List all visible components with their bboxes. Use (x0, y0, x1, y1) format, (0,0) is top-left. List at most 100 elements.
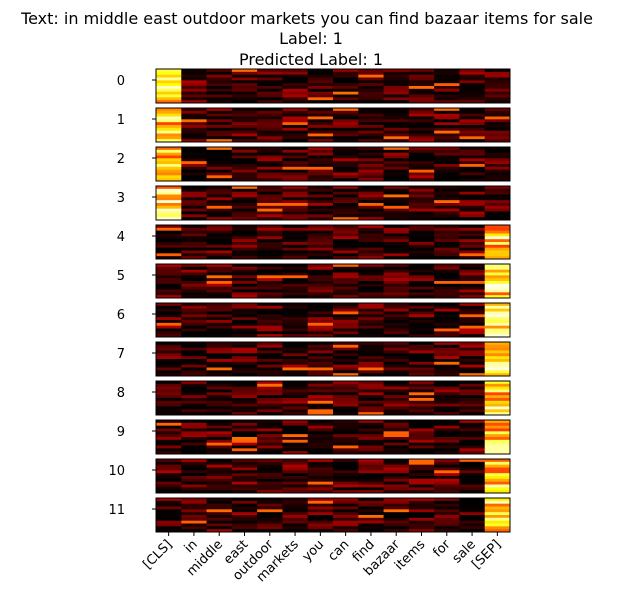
cell-layer-0-head-2-[CLS] (156, 74, 182, 78)
layer-panel-3: 3 (117, 185, 511, 221)
cell-layer-11-head-4-outdoor (257, 509, 283, 513)
cell-layer-8-head-8-sale (459, 403, 486, 407)
cell-layer-0-head-9-markets (282, 94, 309, 98)
cell-layer-10-head-7-[CLS] (156, 478, 182, 483)
cell-layer-4-head-2-markets (282, 230, 309, 234)
cell-layer-1-head-5-in (181, 122, 207, 126)
cell-layer-1-head-9-find (358, 133, 384, 137)
cell-layer-9-head-7-east (231, 439, 258, 444)
cell-layer-2-head-10-markets (282, 175, 309, 179)
cell-layer-8-head-3-can (333, 389, 359, 393)
cell-layer-2-head-0-east (231, 147, 258, 151)
cell-layer-9-head-9-can (333, 445, 359, 449)
cell-layer-7-head-7-[SEP] (484, 361, 511, 366)
cell-layer-0-head-10-in (181, 97, 207, 101)
cell-layer-9-head-6-in (181, 437, 207, 441)
cell-layer-4-head-8-outdoor (257, 247, 283, 251)
cell-layer-1-head-10-middle (206, 136, 233, 140)
cell-layer-8-head-6-[CLS] (156, 398, 182, 402)
cell-layer-2-head-8-markets (282, 169, 309, 173)
cell-layer-5-head-11-sale (459, 295, 486, 299)
cell-layer-8-head-6-bazaar (383, 398, 410, 402)
cell-layer-3-head-1-you (307, 188, 334, 193)
cell-layer-1-head-8-[CLS] (156, 130, 182, 134)
cell-layer-1-head-1-find (358, 110, 384, 115)
cell-layer-1-head-7-sale (459, 127, 486, 132)
cell-layer-10-head-11-can (333, 490, 359, 494)
cell-layer-8-head-1-middle (206, 383, 233, 388)
cell-layer-1-head-5-items (408, 122, 435, 126)
cell-layer-6-head-2-find (358, 308, 384, 312)
cell-layer-6-head-7-for (434, 322, 460, 327)
cell-layer-9-head-1-can (333, 422, 359, 427)
cell-layer-2-head-3-[CLS] (156, 155, 182, 159)
cell-layer-11-head-6-middle (206, 515, 233, 519)
cell-layer-5-head-6-bazaar (383, 281, 410, 285)
cell-layer-2-head-2-bazaar (383, 152, 410, 156)
cell-layer-4-head-5-for (434, 239, 460, 243)
cell-layer-6-head-11-sale (459, 334, 486, 338)
cell-layer-1-head-2-you (307, 113, 334, 117)
cell-layer-8-head-0-sale (459, 381, 486, 385)
cell-layer-9-head-1-east (231, 422, 258, 427)
cell-layer-3-head-0-middle (206, 186, 233, 190)
cell-layer-1-head-11-sale (459, 139, 486, 143)
cell-layer-3-head-10-[CLS] (156, 214, 182, 218)
cell-layer-4-head-8-you (307, 247, 334, 251)
cell-layer-8-head-10-you (307, 409, 334, 413)
cell-layer-11-head-8-you (307, 520, 334, 524)
cell-layer-3-head-1-[SEP] (484, 188, 511, 193)
cell-layer-11-head-9-[CLS] (156, 523, 182, 527)
cell-layer-2-head-7-east (231, 166, 258, 171)
cell-layer-10-head-8-[SEP] (484, 481, 511, 485)
cell-layer-5-head-6-for (434, 281, 460, 285)
cell-layer-2-head-9-for (434, 172, 460, 176)
cell-layer-0-head-8-markets (282, 91, 309, 95)
cell-layer-0-head-0-in (181, 69, 207, 73)
cell-layer-10-head-1-can (333, 461, 359, 466)
cell-layer-1-head-11-can (333, 139, 359, 143)
cell-layer-2-head-1-items (408, 149, 435, 154)
cell-layer-11-head-11-can (333, 529, 359, 533)
cell-layer-10-head-1-[SEP] (484, 461, 511, 466)
cell-layer-1-head-8-outdoor (257, 130, 283, 134)
cell-layer-1-head-9-sale (459, 133, 486, 137)
cell-layer-4-head-8-for (434, 247, 460, 251)
cell-layer-11-head-9-for (434, 523, 460, 527)
cell-layer-10-head-6-sale (459, 476, 486, 480)
cell-layer-8-head-8-middle (206, 403, 233, 407)
cell-layer-2-head-9-[SEP] (484, 172, 511, 176)
cell-layer-8-head-5-outdoor (257, 395, 283, 399)
cell-layer-3-head-3-[CLS] (156, 194, 182, 198)
cell-layer-9-head-11-you (307, 451, 334, 455)
cell-layer-1-head-11-for (434, 139, 460, 143)
cell-layer-8-head-0-in (181, 381, 207, 385)
cell-layer-0-head-10-east (231, 97, 258, 101)
cell-layer-11-head-3-[SEP] (484, 506, 511, 510)
cell-layer-10-head-10-for (434, 487, 460, 491)
cell-layer-9-head-8-can (333, 442, 359, 446)
cell-layer-7-head-6-markets (282, 359, 309, 363)
cell-layer-3-head-11-[SEP] (484, 217, 511, 221)
cell-layer-6-head-7-sale (459, 322, 486, 327)
cell-layer-10-head-4-items (408, 470, 435, 474)
cell-layer-1-head-5-middle (206, 122, 233, 126)
cell-layer-8-head-7-[CLS] (156, 400, 182, 405)
cell-layer-6-head-9-can (333, 328, 359, 332)
cell-layer-6-head-5-east (231, 317, 258, 321)
cell-layer-2-head-7-markets (282, 166, 309, 171)
layer-label: 4 (117, 230, 125, 245)
cell-layer-8-head-6-find (358, 398, 384, 402)
cell-layer-5-head-2-items (408, 269, 435, 273)
cell-layer-6-head-3-for (434, 311, 460, 315)
cell-layer-3-head-3-items (408, 194, 435, 198)
cell-layer-3-head-0-bazaar (383, 186, 410, 190)
cell-layer-0-head-1-middle (206, 71, 233, 76)
cell-layer-9-head-2-[CLS] (156, 425, 182, 429)
cell-layer-7-head-4-east (231, 353, 258, 357)
cell-layer-11-head-1-markets (282, 500, 309, 505)
cell-layer-3-head-5-markets (282, 200, 309, 204)
cell-layer-11-head-1-bazaar (383, 500, 410, 505)
cell-layer-10-head-7-for (434, 478, 460, 483)
cell-layer-11-head-1-find (358, 500, 384, 505)
